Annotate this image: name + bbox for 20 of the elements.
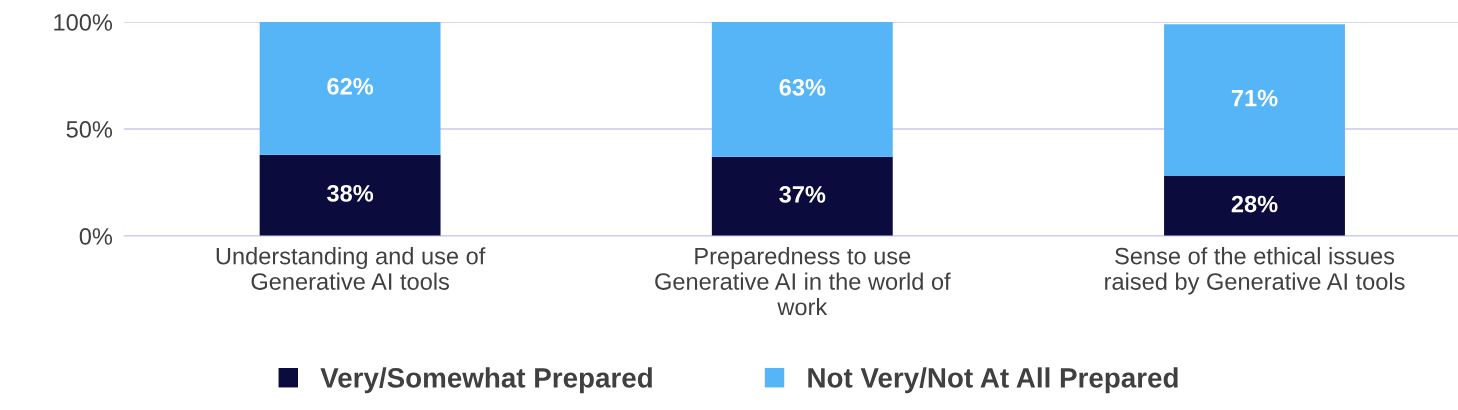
bar — [711, 156, 893, 236]
bar — [259, 154, 441, 236]
data-label: 62% — [327, 77, 374, 95]
data-label: 37% — [779, 186, 826, 203]
x-tick-label: Preparedness to use Generative AI in the world of work — [655, 247, 951, 316]
x-tick-label: Understanding and use of Generative AI tools — [216, 247, 486, 290]
legend-label: Very/Somewhat Prepared — [320, 367, 652, 394]
x-tick-label: Sense of the ethical issues raised by Generative AI tools — [1105, 247, 1405, 295]
legend-label: Not Very/Not At All Prepared — [808, 367, 1178, 394]
y-tick-label: 50% — [66, 121, 113, 138]
data-label: 71% — [1231, 89, 1278, 107]
bar — [1164, 176, 1345, 236]
y-tick-label: 0% — [79, 228, 113, 245]
data-label: 38% — [327, 184, 374, 202]
bar — [1164, 24, 1345, 177]
y-tick-label: 100% — [54, 14, 113, 31]
data-label: 63% — [779, 79, 826, 96]
bar — [259, 22, 441, 155]
bar — [711, 22, 893, 157]
data-label: 28% — [1231, 195, 1278, 213]
